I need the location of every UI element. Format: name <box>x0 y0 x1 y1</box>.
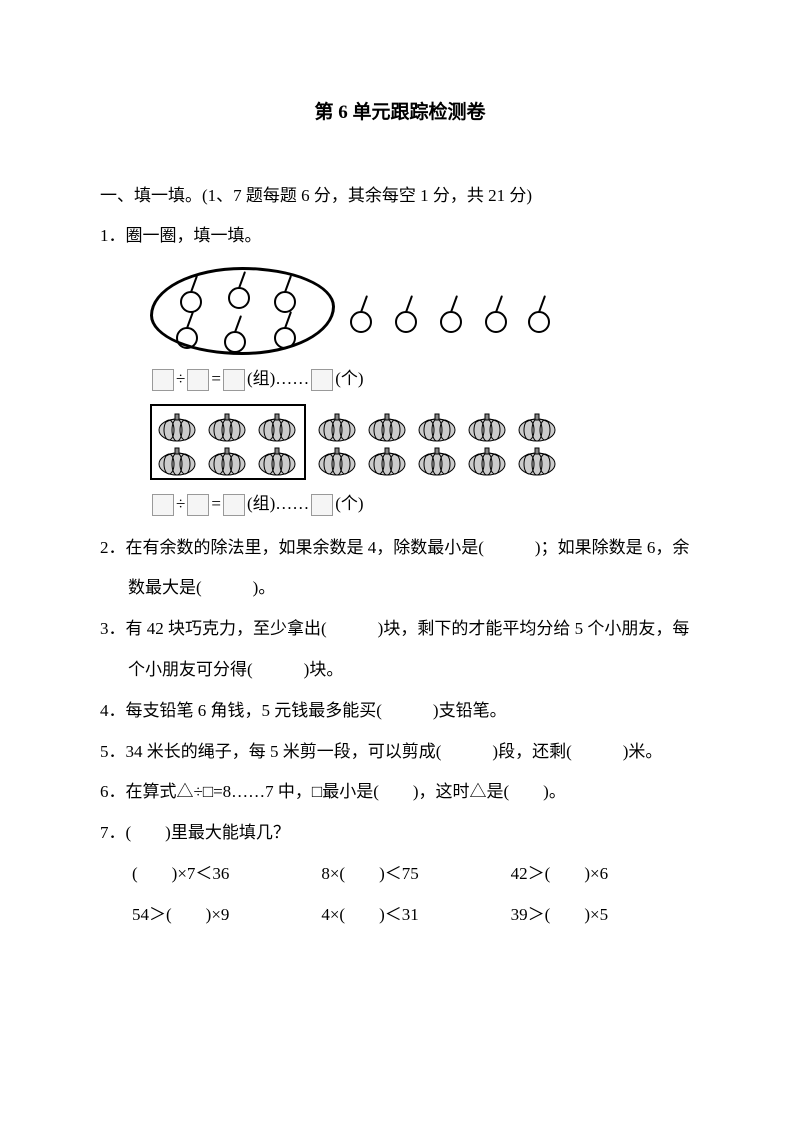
blank-box <box>311 369 333 391</box>
cherry-illustration <box>150 267 540 357</box>
section-heading: 一、填一填。(1、7 题每题 6 分，其余每空 1 分，共 21 分) <box>100 176 700 217</box>
unit-text: (组)…… <box>247 369 309 388</box>
unit-text: (个) <box>335 494 363 513</box>
blank-box <box>311 494 333 516</box>
q7-row-1: ( )×7＜36 8×( )＜75 42＞( )×6 <box>100 854 700 895</box>
pumpkin-icon <box>256 446 296 474</box>
blank-box <box>223 494 245 516</box>
pumpkin-icon <box>366 412 406 440</box>
q7-cell: 54＞( )×9 <box>132 895 321 936</box>
blank-box <box>223 369 245 391</box>
page-title: 第 6 单元跟踪检测卷 <box>100 90 700 136</box>
cherry-icon <box>395 297 415 317</box>
q7-cell: 4×( )＜31 <box>321 895 510 936</box>
q5: 5．34 米长的绳子，每 5 米剪一段，可以剪成( )段，还剩( )米。 <box>100 732 700 773</box>
pumpkin-icon <box>156 446 196 474</box>
pumpkin-illustration <box>150 402 570 482</box>
circle-outline <box>150 267 335 355</box>
pumpkin-icon <box>256 412 296 440</box>
q7-cell: ( )×7＜36 <box>132 854 321 895</box>
q7-label: 7．( )里最大能填几？ <box>100 813 700 854</box>
pumpkin-icon <box>156 412 196 440</box>
pumpkin-icon <box>516 412 556 440</box>
blank-box <box>152 369 174 391</box>
q7-cell: 42＞( )×6 <box>511 854 700 895</box>
blank-box <box>187 494 209 516</box>
section-1: 一、填一填。(1、7 题每题 6 分，其余每空 1 分，共 21 分) 1．圈一… <box>100 176 700 936</box>
pumpkin-icon <box>316 412 356 440</box>
pumpkin-icon <box>466 412 506 440</box>
q6: 6．在算式△÷□=8……7 中，□最小是( )，这时△是( )。 <box>100 772 700 813</box>
equation-1: ÷=(组)……(个) <box>150 365 700 392</box>
cherry-icon <box>485 297 505 317</box>
cherry-icon <box>528 297 548 317</box>
pumpkin-icon <box>416 446 456 474</box>
pumpkin-icon <box>206 412 246 440</box>
pumpkin-icon <box>366 446 406 474</box>
unit-text: (组)…… <box>247 494 309 513</box>
q7-row-2: 54＞( )×9 4×( )＜31 39＞( )×5 <box>100 895 700 936</box>
cherry-icon <box>440 297 460 317</box>
q4: 4．每支铅笔 6 角钱，5 元钱最多能买( )支铅笔。 <box>100 691 700 732</box>
cherry-icon <box>350 297 370 317</box>
unit-text: (个) <box>335 369 363 388</box>
q3: 3．有 42 块巧克力，至少拿出( )块，剩下的才能平均分给 5 个小朋友，每个… <box>100 609 700 691</box>
blank-box <box>152 494 174 516</box>
pumpkin-icon <box>466 446 506 474</box>
q7-cell: 8×( )＜75 <box>321 854 510 895</box>
q1-label: 1．圈一圈，填一填。 <box>100 216 700 257</box>
equation-2: ÷=(组)……(个) <box>150 490 700 517</box>
pumpkin-icon <box>316 446 356 474</box>
q2: 2．在有余数的除法里，如果余数是 4，除数最小是( )；如果除数是 6，余数最大… <box>100 528 700 610</box>
pumpkin-icon <box>206 446 246 474</box>
q7-cell: 39＞( )×5 <box>511 895 700 936</box>
blank-box <box>187 369 209 391</box>
pumpkin-icon <box>516 446 556 474</box>
pumpkin-icon <box>416 412 456 440</box>
